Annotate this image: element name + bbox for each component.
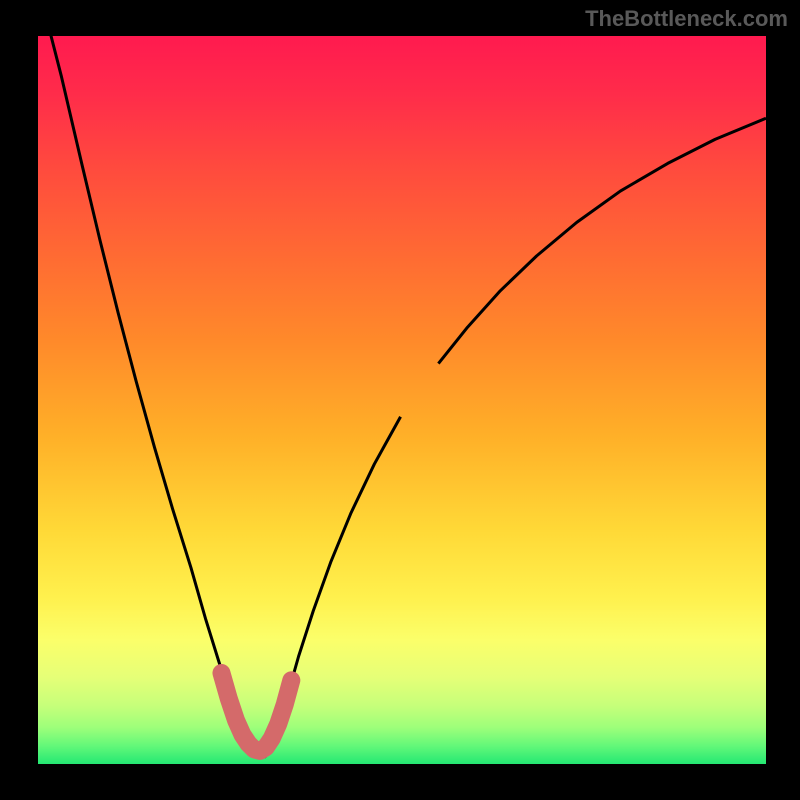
watermark-text: TheBottleneck.com (585, 6, 788, 32)
plot-area (38, 36, 766, 764)
plot-svg (38, 36, 766, 764)
curve-line (438, 118, 766, 363)
canvas: TheBottleneck.com (0, 0, 800, 800)
marker-path (221, 673, 291, 751)
curve-line (38, 36, 401, 757)
